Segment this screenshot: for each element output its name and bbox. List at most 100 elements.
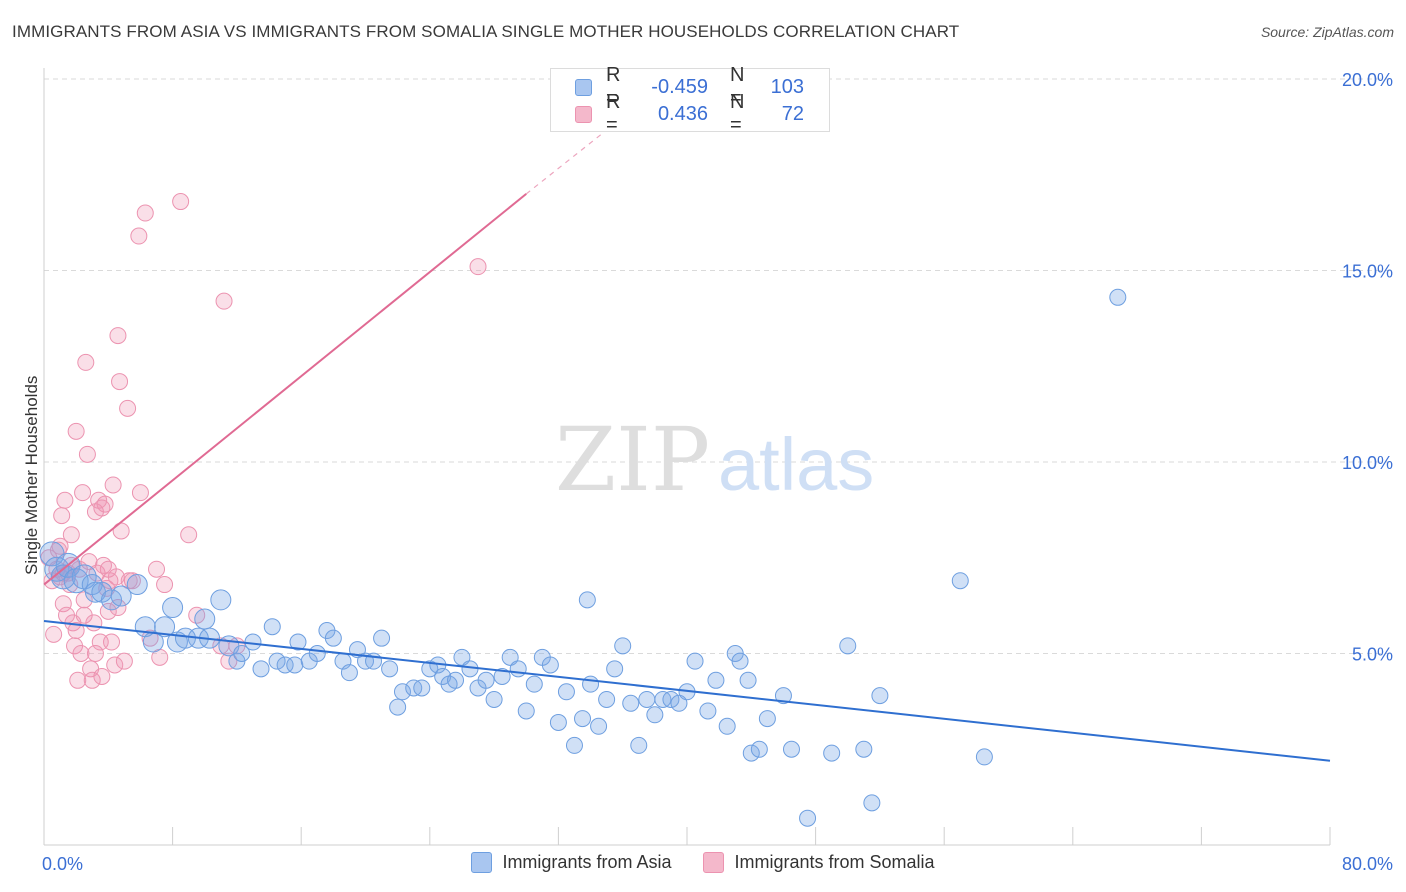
- asia-point: [263, 618, 281, 636]
- y-tick-label: 10.0%: [1342, 453, 1393, 473]
- asia-point: [421, 660, 439, 678]
- legend-row-somalia: R = 0.436 N = 72: [575, 91, 804, 136]
- asia-point: [541, 656, 559, 674]
- somalia-point: [53, 507, 71, 525]
- asia-point: [373, 629, 391, 647]
- legend-row-asia: R = -0.459 N = 103: [575, 64, 804, 109]
- asia-point: [686, 652, 704, 670]
- legend-n-label: N =: [730, 91, 745, 136]
- somalia-point: [80, 553, 98, 571]
- asia-point: [638, 690, 656, 708]
- somalia-point: [103, 633, 121, 651]
- somalia-point: [75, 606, 93, 624]
- asia-point: [622, 694, 640, 712]
- asia-point: [871, 687, 889, 705]
- somalia-point: [93, 667, 111, 685]
- legend-item-somalia[interactable]: Immigrants from Somalia: [703, 852, 935, 873]
- x-tick-label: 80.0%: [1342, 854, 1393, 874]
- legend-swatch-somalia: [575, 105, 592, 123]
- somalia-point: [115, 652, 133, 670]
- tick-labels: 5.0% 10.0% 15.0% 20.0% 0.0% 80.0%: [42, 70, 1393, 874]
- legend-item-asia[interactable]: Immigrants from Asia: [471, 852, 671, 873]
- somalia-point: [188, 606, 206, 624]
- asia-point: [855, 740, 873, 758]
- asia-point: [590, 717, 608, 735]
- asia-point: [286, 656, 304, 674]
- asia-point: [324, 629, 342, 647]
- asia-point: [549, 713, 567, 731]
- asia-point: [799, 809, 817, 827]
- legend-r-value: 0.436: [657, 102, 708, 125]
- somalia-point: [111, 373, 129, 391]
- legend-label-asia: Immigrants from Asia: [502, 852, 672, 872]
- asia-point: [389, 698, 407, 716]
- asia-point: [565, 736, 583, 754]
- series-legend: Immigrants from Asia Immigrants from Som…: [0, 852, 1406, 873]
- asia-point: [646, 706, 664, 724]
- somalia-point: [215, 292, 233, 310]
- legend-n-value: 72: [781, 102, 804, 125]
- trend-line-asia: [43, 619, 1331, 762]
- asia-point: [525, 675, 543, 693]
- correlation-legend: R = -0.459 N = 103 R = 0.436 N = 72: [550, 64, 830, 136]
- asia-point: [162, 597, 184, 619]
- series-asia-points: [39, 288, 1127, 827]
- asia-point: [501, 648, 519, 666]
- asia-point: [574, 710, 592, 728]
- asia-point: [289, 633, 307, 651]
- somalia-point: [74, 484, 92, 502]
- asia-point: [699, 702, 717, 720]
- y-tick-label: 15.0%: [1342, 262, 1393, 282]
- somalia-point: [78, 445, 96, 463]
- asia-point: [393, 683, 411, 701]
- somalia-point: [45, 625, 63, 643]
- somalia-point: [109, 327, 127, 345]
- asia-point: [750, 740, 768, 758]
- asia-point: [662, 690, 680, 708]
- somalia-point: [69, 671, 87, 689]
- somalia-point: [62, 526, 80, 544]
- legend-label-somalia: Immigrants from Somalia: [734, 852, 935, 872]
- legend-swatch-asia: [471, 852, 493, 873]
- asia-point: [630, 736, 648, 754]
- somalia-point: [67, 422, 85, 440]
- asia-point: [670, 694, 688, 712]
- somalia-point: [93, 499, 111, 517]
- asia-point: [774, 687, 792, 705]
- trend-line-somalia: [43, 193, 527, 586]
- asia-point: [340, 664, 358, 682]
- somalia-point: [67, 622, 85, 640]
- asia-point: [742, 744, 760, 762]
- chart-title: IMMIGRANTS FROM ASIA VS IMMIGRANTS FROM …: [12, 22, 960, 41]
- x-tick-label: 0.0%: [42, 854, 83, 874]
- legend-swatch-somalia: [703, 852, 725, 873]
- somalia-point: [86, 645, 104, 662]
- legend-swatch-asia: [575, 78, 592, 96]
- asia-point: [557, 683, 575, 701]
- asia-point: [447, 671, 465, 689]
- somalia-point: [172, 193, 190, 211]
- asia-point: [477, 671, 495, 689]
- watermark-atlas: atlas: [718, 423, 874, 506]
- somalia-point: [148, 560, 166, 578]
- somalia-point: [156, 576, 174, 594]
- axes: [43, 68, 1331, 846]
- somalia-point: [106, 656, 124, 674]
- asia-point: [582, 675, 600, 693]
- asia-point: [863, 794, 881, 812]
- legend-n-label: N =: [730, 64, 745, 109]
- asia-point: [951, 572, 969, 590]
- asia-point: [839, 637, 857, 655]
- asia-point: [606, 660, 624, 678]
- asia-point: [707, 671, 725, 689]
- asia-point: [578, 591, 596, 609]
- asia-point: [413, 679, 431, 697]
- asia-point: [758, 710, 776, 728]
- asia-point: [739, 671, 757, 689]
- asia-point: [509, 660, 527, 678]
- legend-r-value: -0.459: [651, 75, 708, 98]
- somalia-point: [136, 204, 154, 222]
- watermark-zip: ZIP: [555, 408, 710, 511]
- somalia-point: [131, 484, 149, 502]
- asia-point: [71, 564, 97, 590]
